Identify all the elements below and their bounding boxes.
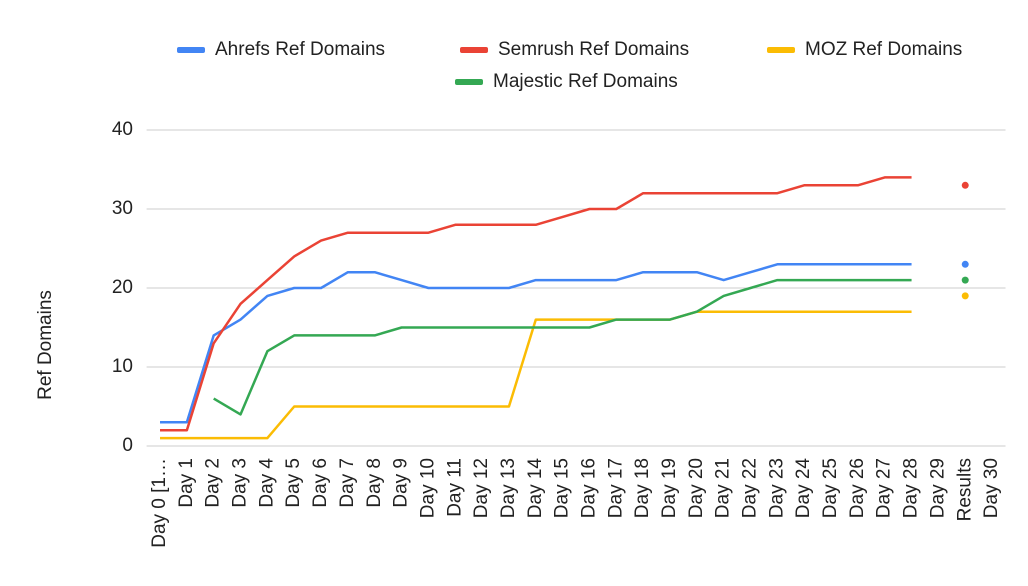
line — [160, 310, 912, 440]
line — [213, 278, 912, 416]
x-tick-label: Day 8 — [364, 458, 385, 508]
y-tick-label: 40 — [112, 119, 133, 140]
legend-swatch — [460, 47, 488, 53]
legend-swatch — [455, 79, 483, 85]
point — [961, 260, 969, 268]
legend-label: Semrush Ref Domains — [498, 39, 689, 60]
legend-swatch — [767, 47, 795, 53]
x-tick-label: Day 9 — [391, 458, 412, 508]
x-tick-label: Day 15 — [552, 458, 573, 518]
x-tick-label: Day 13 — [498, 458, 519, 518]
point — [961, 292, 969, 300]
x-tick-label: Day 12 — [471, 458, 492, 518]
y-tick-label: 10 — [112, 356, 133, 377]
x-tick-label: Day 25 — [820, 458, 841, 518]
x-tick-label: Day 23 — [766, 458, 787, 518]
y-tick-label: 20 — [112, 277, 133, 298]
x-tick-label: Day 18 — [632, 458, 653, 518]
x-tick-label: Day 16 — [578, 458, 599, 518]
x-tick-label: Day 14 — [525, 458, 546, 519]
x-tick-label: Day 0 [1… — [149, 458, 170, 548]
legend-label: Ahrefs Ref Domains — [215, 39, 385, 60]
legend-label: Majestic Ref Domains — [493, 71, 678, 92]
legend-swatch — [177, 47, 205, 53]
x-tick-label: Day 3 — [230, 458, 251, 508]
point — [961, 276, 969, 284]
x-tick-label: Day 20 — [686, 458, 707, 518]
x-tick-label: Day 5 — [283, 458, 304, 508]
y-axis-label: Ref Domains — [35, 290, 56, 400]
x-tick-label: Results — [954, 458, 975, 521]
x-tick-label: Day 22 — [740, 458, 761, 518]
x-tick-label: Day 4 — [256, 458, 277, 508]
x-tick-label: Day 10 — [417, 458, 438, 518]
x-tick-label: Day 6 — [310, 458, 331, 508]
x-tick-label: Day 29 — [927, 458, 948, 518]
x-tick-label: Day 24 — [793, 458, 814, 519]
x-tick-label: Day 7 — [337, 458, 358, 508]
x-tick-label: Day 26 — [847, 458, 868, 518]
legend-label: MOZ Ref Domains — [805, 39, 962, 60]
y-tick-label: 30 — [112, 198, 133, 219]
x-tick-label: Day 17 — [605, 458, 626, 518]
y-tick-label: 0 — [122, 435, 133, 456]
x-tick-label: Day 1 — [176, 458, 197, 508]
x-tick-label: Day 2 — [203, 458, 224, 508]
x-tick-label: Day 27 — [874, 458, 895, 518]
x-tick-label: Day 30 — [981, 458, 1002, 518]
x-tick-label: Day 21 — [713, 458, 734, 518]
point — [961, 181, 969, 189]
x-tick-label: Day 11 — [444, 458, 465, 517]
x-tick-label: Day 28 — [901, 458, 922, 518]
line — [160, 176, 912, 432]
line — [160, 263, 912, 424]
x-tick-label: Day 19 — [659, 458, 680, 518]
